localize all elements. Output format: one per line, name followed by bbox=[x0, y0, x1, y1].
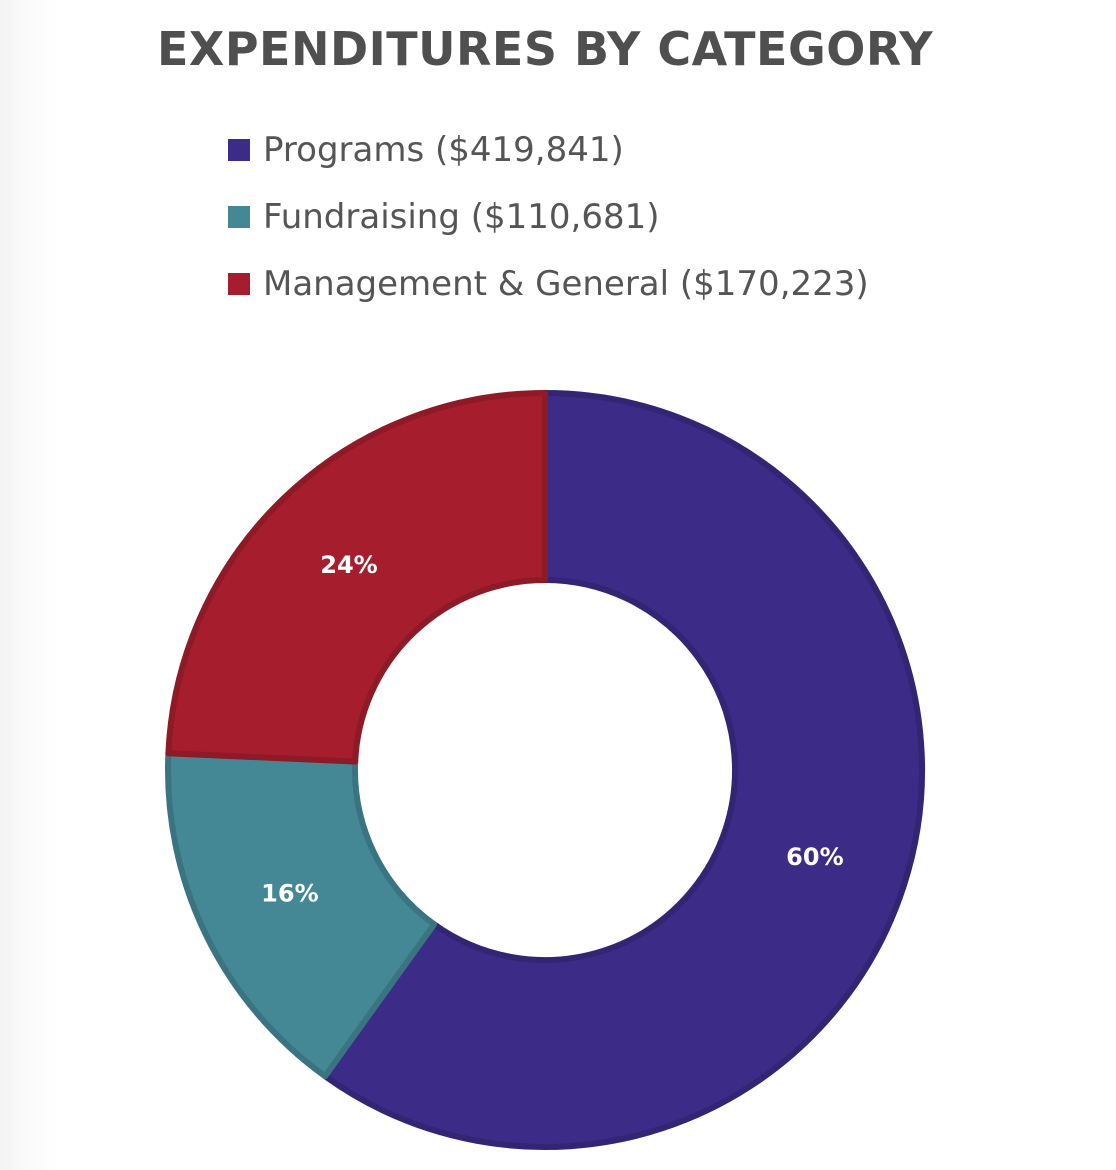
legend-swatch-fundraising bbox=[228, 205, 250, 228]
donut-slice-programs bbox=[322, 390, 925, 1150]
legend-label-programs: Programs ($419,841) bbox=[263, 129, 624, 170]
chart-legend: Programs ($419,841) Fundraising ($110,68… bbox=[228, 116, 1088, 317]
slice-label-fundraising: 16% bbox=[261, 880, 318, 908]
slice-label-management-general: 24% bbox=[320, 551, 377, 579]
legend-label-fundraising: Fundraising ($110,681) bbox=[263, 196, 660, 237]
legend-item-fundraising: Fundraising ($110,681) bbox=[228, 183, 1088, 250]
legend-label-management-general: Management & General ($170,223) bbox=[263, 263, 869, 304]
slice-label-programs: 60% bbox=[786, 843, 843, 871]
chart-title: EXPENDITURES BY CATEGORY bbox=[156, 22, 934, 76]
background-shade bbox=[0, 0, 60, 1170]
legend-item-programs: Programs ($419,841) bbox=[228, 116, 1088, 183]
donut-slice-fundraising bbox=[165, 750, 438, 1080]
legend-swatch-management-general bbox=[228, 272, 250, 295]
donut-slice-management-general bbox=[165, 390, 548, 765]
legend-item-management-general: Management & General ($170,223) bbox=[228, 250, 1088, 317]
legend-swatch-programs bbox=[228, 138, 250, 161]
